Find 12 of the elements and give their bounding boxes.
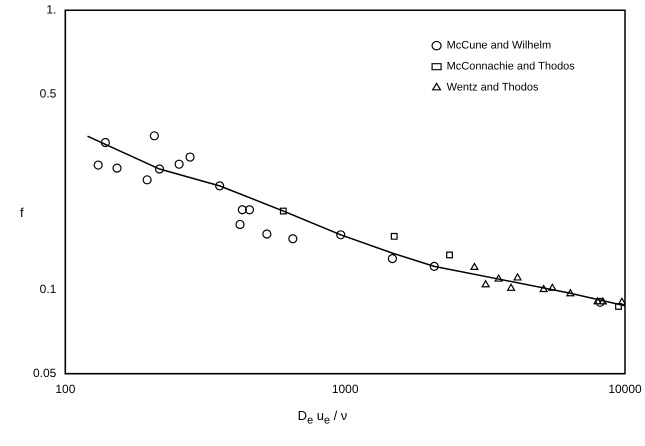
legend-label: McConnachie and Thodos: [446, 60, 576, 73]
legend-label: Wentz and Thodos: [446, 82, 540, 94]
x-axis-title: D$_{e}$ u$_{e}$ / ν: [296, 408, 348, 427]
legend-label: McCune and Wilhelm: [446, 40, 552, 52]
y-tick-label: 0.1: [40, 282, 57, 296]
y-tick-label: 0.05: [32, 366, 57, 380]
x-tick-label: 100: [55, 382, 76, 396]
y-tick-label: 0.5: [40, 86, 57, 101]
y-tick-label: 1.: [46, 2, 56, 17]
x-tick-label: 10000: [608, 382, 642, 396]
y-axis-title: f: [20, 205, 24, 220]
x-tick-label: 1000: [332, 382, 359, 396]
